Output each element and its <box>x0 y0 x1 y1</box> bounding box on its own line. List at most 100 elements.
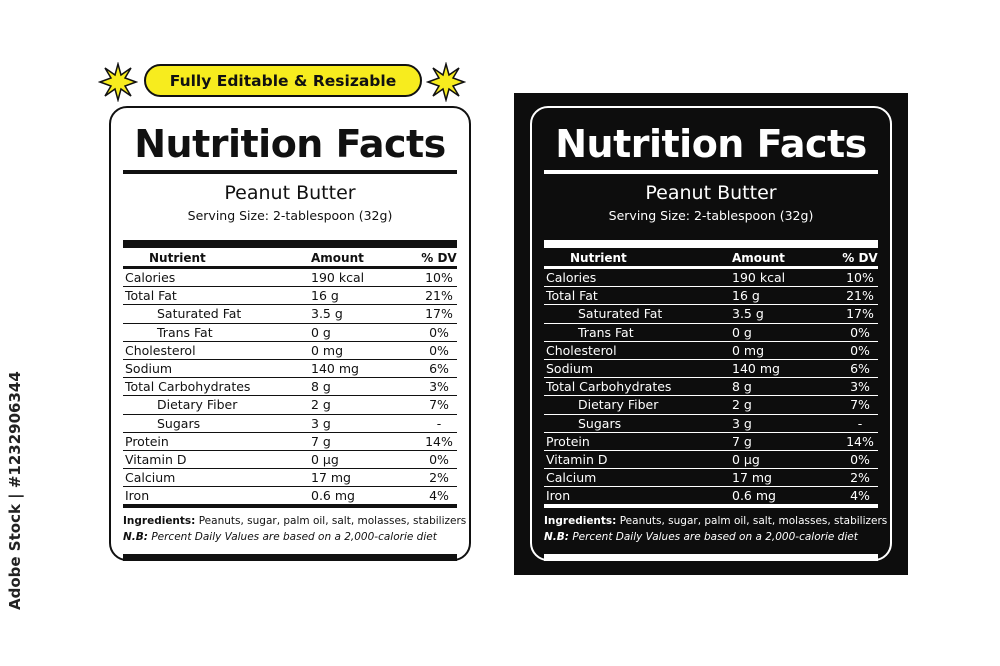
note-text: Percent Daily Values are based on a 2,00… <box>147 531 437 544</box>
nutrient-dv: 7% <box>421 395 457 415</box>
nutrient-rows: Calories 190 kcal 10% Total Fat 16 g 21% Satur… <box>123 267 457 505</box>
nutrient-row: Dietary Fiber 2 g 7% <box>544 395 878 415</box>
label-content: Nutrition Facts Peanut Butter Serving Si… <box>123 108 466 562</box>
bottom-rule <box>544 554 878 562</box>
nutrient-dv: 4% <box>850 488 870 504</box>
nutrient-dv: 10% <box>842 267 878 288</box>
nutrient-dv: 0% <box>421 450 457 470</box>
nutrient-name: Iron <box>546 488 571 504</box>
nutrient-amount: 0 g <box>732 323 842 342</box>
nutrient-dv: 17% <box>842 304 878 324</box>
nutrient-amount: 0 mg <box>732 341 842 360</box>
nutrient-amount: 7 g <box>311 432 421 451</box>
nutrient-row: Saturated Fat 3.5 g 17% <box>123 304 457 324</box>
editable-badge: Fully Editable & Resizable <box>144 64 422 97</box>
nutrient-dv: 10% <box>421 267 457 288</box>
nutrient-amount: 0 g <box>311 323 421 342</box>
nutrient-rows: Calories 190 kcal 10% Total Fat 16 g 21% Satur… <box>544 267 878 505</box>
nutrient-row: Sodium 140 mg 6% <box>123 359 457 379</box>
product-name: Peanut Butter <box>224 182 356 204</box>
nutrient-amount: 3.5 g <box>732 304 842 324</box>
nutrient-dv: 2% <box>421 468 457 488</box>
nutrient-amount: 0 mg <box>311 341 421 360</box>
nutrient-amount: 17 mg <box>732 468 842 488</box>
nutrient-name: Protein <box>544 432 732 451</box>
nutrition-label-dark: Nutrition Facts Peanut Butter Serving Si… <box>530 106 892 562</box>
nutrient-name: Calcium <box>544 468 732 488</box>
header-rule <box>544 240 878 248</box>
dv-note: N.B: Percent Daily Values are based on a… <box>544 530 878 544</box>
nutrient-amount: 190 kcal <box>732 267 842 288</box>
nutrient-row: Protein 7 g 14% <box>544 432 878 451</box>
nutrient-name: Cholesterol <box>123 341 311 360</box>
column-header-nutrient: Nutrient <box>544 249 732 269</box>
nutrient-row: Calories 190 kcal 10% <box>544 267 878 288</box>
nutrient-name: Saturated Fat <box>123 304 311 324</box>
nutrient-dv: 0% <box>842 323 878 342</box>
nutrient-row: Sugars 3 g- <box>544 414 878 433</box>
nutrient-name: Sugars <box>544 414 732 433</box>
nutrient-dv: 21% <box>842 286 878 306</box>
nutrient-row: Trans Fat 0 g 0% <box>544 323 878 342</box>
nutrient-dv: 7% <box>842 395 878 415</box>
nutrient-dv: 3% <box>842 377 878 397</box>
title-rule <box>544 170 878 174</box>
nutrient-row: Total Fat 16 g 21% <box>123 286 457 306</box>
nutrient-name: Sodium <box>123 359 311 379</box>
column-header-amount: Amount <box>311 249 421 269</box>
nutrient-name: Saturated Fat <box>544 304 732 324</box>
label-title: Nutrition Facts <box>134 122 446 166</box>
nutrient-name: Trans Fat <box>123 323 311 342</box>
nutrient-row: Total Carbohydrates 8 g 3% <box>544 377 878 397</box>
nutrient-row: Cholesterol 0 mg 0% <box>544 341 878 360</box>
nutrient-amount: 17 mg <box>311 468 421 488</box>
nutrient-amount: 0.6 mg <box>732 488 776 504</box>
footer-rule <box>544 504 878 509</box>
nutrient-name: Calories <box>123 267 311 288</box>
ingredients-label: Ingredients: <box>544 515 617 528</box>
nutrient-dv: 0% <box>842 341 878 360</box>
nutrient-row: Sugars 3 g- <box>123 414 457 433</box>
nutrient-dv: - <box>842 414 878 433</box>
burst-star-icon <box>98 62 138 102</box>
burst-star-icon <box>426 62 466 102</box>
nutrient-name: Calories <box>544 267 732 288</box>
footer-rule <box>123 504 457 509</box>
nutrient-amount: 140 mg <box>732 359 842 379</box>
ingredients-line: Ingredients: Peanuts, sugar, palm oil, s… <box>544 514 887 528</box>
nutrient-row: Dietary Fiber 2 g 7% <box>123 395 457 415</box>
nutrient-dv: - <box>421 414 457 433</box>
ingredients-text: Peanuts, sugar, palm oil, salt, molasses… <box>195 515 467 528</box>
nutrient-amount: 7 g <box>732 432 842 451</box>
nutrient-row: Protein 7 g 14% <box>123 432 457 451</box>
nutrient-dv: 14% <box>421 432 457 451</box>
nutrient-amount: 190 kcal <box>311 267 421 288</box>
stock-id-watermark: Adobe Stock | #1232906344 <box>6 371 24 610</box>
column-header-nutrient: Nutrient <box>123 249 311 269</box>
nutrient-name: Protein <box>123 432 311 451</box>
column-header-dv: % DV <box>842 249 878 269</box>
nutrient-dv: 21% <box>421 286 457 306</box>
nutrient-row: Trans Fat 0 g 0% <box>123 323 457 342</box>
badge-text: Fully Editable & Resizable <box>169 71 397 90</box>
nutrient-row: Iron 0.6 mg 4% <box>123 487 457 505</box>
nutrient-dv: 0% <box>421 341 457 360</box>
nutrient-name: Total Carbohydrates <box>123 377 311 397</box>
nutrition-label-light: Nutrition Facts Peanut Butter Serving Si… <box>109 106 471 562</box>
nutrient-amount: 3.5 g <box>311 304 421 324</box>
ingredients-text: Peanuts, sugar, palm oil, salt, molasses… <box>616 515 888 528</box>
column-header-amount: Amount <box>732 249 842 269</box>
nutrient-dv: 14% <box>842 432 878 451</box>
note-text: Percent Daily Values are based on a 2,00… <box>568 531 858 544</box>
ingredients-label: Ingredients: <box>123 515 196 528</box>
nutrient-dv: 3% <box>421 377 457 397</box>
nutrient-dv: 0% <box>842 450 878 470</box>
nutrient-name: Total Carbohydrates <box>544 377 732 397</box>
nutrient-name: Trans Fat <box>544 323 732 342</box>
product-name: Peanut Butter <box>645 182 777 204</box>
nutrient-dv: 17% <box>421 304 457 324</box>
nutrient-name: Vitamin D <box>123 450 311 470</box>
nutrient-row: Total Carbohydrates 8 g 3% <box>123 377 457 397</box>
nutrient-name: Sugars <box>123 414 311 433</box>
